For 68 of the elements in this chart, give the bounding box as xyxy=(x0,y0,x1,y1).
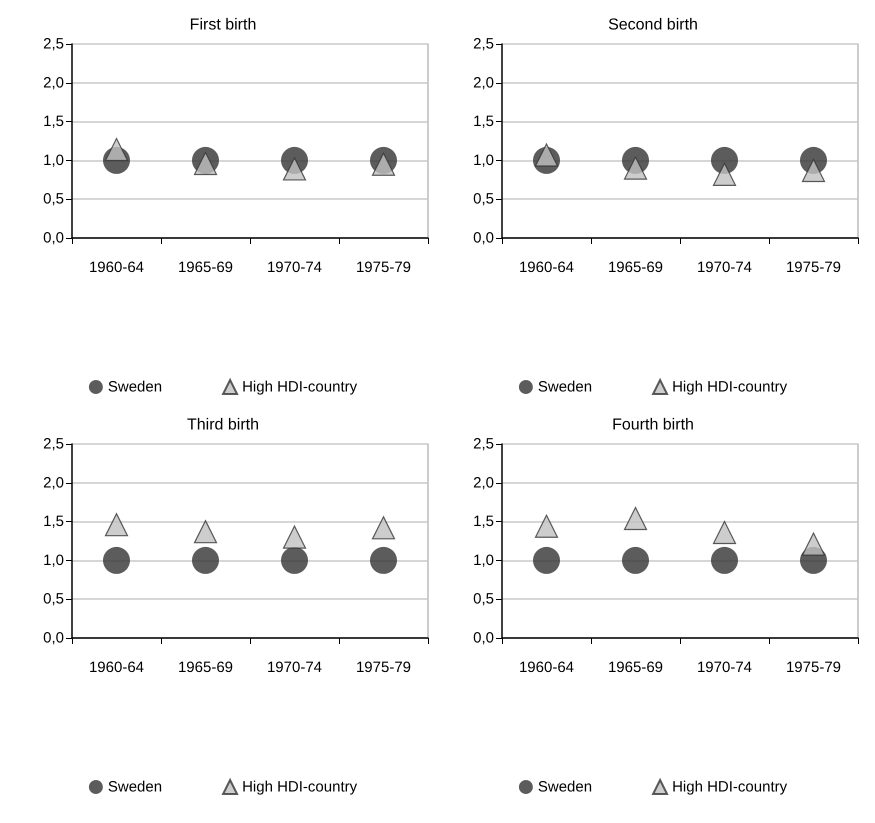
legend-label: Sweden xyxy=(538,778,592,796)
legend-label: High HDI-country xyxy=(672,778,788,796)
point xyxy=(533,546,560,574)
y-tick-label: 2,5 xyxy=(473,36,494,52)
point xyxy=(194,520,218,544)
x-tick-label: 1975-79 xyxy=(356,659,412,676)
x-tick-label: 1970-74 xyxy=(696,259,752,276)
x-tick-label: 1975-79 xyxy=(786,659,842,676)
x-tick-label: 1970-74 xyxy=(266,659,322,676)
y-tick-label: 2,5 xyxy=(43,436,64,452)
point xyxy=(370,546,397,574)
y-tick-label: 2,0 xyxy=(43,474,64,492)
y-tick-label: 0,0 xyxy=(473,630,494,646)
chart-title: Second birth xyxy=(608,16,698,34)
x-tick-label: 1975-79 xyxy=(786,259,842,276)
point xyxy=(281,546,308,574)
chart-title: Third birth xyxy=(186,416,260,434)
point xyxy=(104,513,128,536)
x-tick-label: 1960-64 xyxy=(518,259,574,276)
legend-label: High HDI-country xyxy=(242,378,358,396)
point xyxy=(712,520,736,544)
point xyxy=(802,532,826,556)
y-tick-label: 0,5 xyxy=(43,190,64,208)
y-tick-label: 2,5 xyxy=(43,36,64,52)
y-tick-label: 0,5 xyxy=(473,190,494,208)
y-tick-label: 0,0 xyxy=(473,230,494,246)
x-tick-label: 1960-64 xyxy=(88,659,144,676)
x-tick-label: 1965-69 xyxy=(608,259,664,276)
y-tick-label: 1,5 xyxy=(43,513,64,530)
point xyxy=(282,526,306,549)
legend-label: Sweden xyxy=(108,778,162,796)
y-tick-label: 1,0 xyxy=(473,152,494,169)
chart-title: First birth xyxy=(190,16,256,34)
x-tick-label: 1975-79 xyxy=(356,259,412,276)
x-tick-label: 1965-69 xyxy=(178,659,234,676)
point xyxy=(192,546,219,574)
point xyxy=(711,546,738,574)
point xyxy=(712,162,736,186)
x-tick-label: 1970-74 xyxy=(266,259,322,276)
y-tick-label: 2,0 xyxy=(43,74,64,92)
y-tick-label: 1,0 xyxy=(473,552,494,569)
x-tick-label: 1960-64 xyxy=(518,659,574,676)
x-tick-label: 1965-69 xyxy=(178,259,234,276)
y-tick-label: 1,5 xyxy=(473,513,494,530)
y-tick-label: 2,5 xyxy=(473,436,494,452)
y-tick-label: 1,5 xyxy=(473,113,494,130)
y-tick-label: 2,0 xyxy=(473,474,494,492)
y-tick-label: 1,5 xyxy=(43,113,64,130)
point xyxy=(372,516,396,540)
y-tick-label: 1,0 xyxy=(43,552,64,569)
point xyxy=(103,546,130,574)
y-tick-label: 0,5 xyxy=(43,590,64,608)
y-tick-label: 2,0 xyxy=(473,74,494,92)
x-tick-label: 1965-69 xyxy=(608,659,664,676)
point xyxy=(534,514,558,538)
y-tick-label: 1,0 xyxy=(43,152,64,169)
y-tick-label: 0,5 xyxy=(473,590,494,608)
point xyxy=(622,546,649,574)
point xyxy=(624,506,648,530)
x-tick-label: 1970-74 xyxy=(696,659,752,676)
chart-title: Fourth birth xyxy=(612,416,694,434)
legend-label: Sweden xyxy=(538,378,592,396)
legend-label: Sweden xyxy=(108,378,162,396)
legend-label: High HDI-country xyxy=(672,378,788,396)
y-tick-label: 0,0 xyxy=(43,630,64,646)
legend-label: High HDI-country xyxy=(242,778,358,796)
x-tick-label: 1960-64 xyxy=(88,259,144,276)
y-tick-label: 0,0 xyxy=(43,230,64,246)
